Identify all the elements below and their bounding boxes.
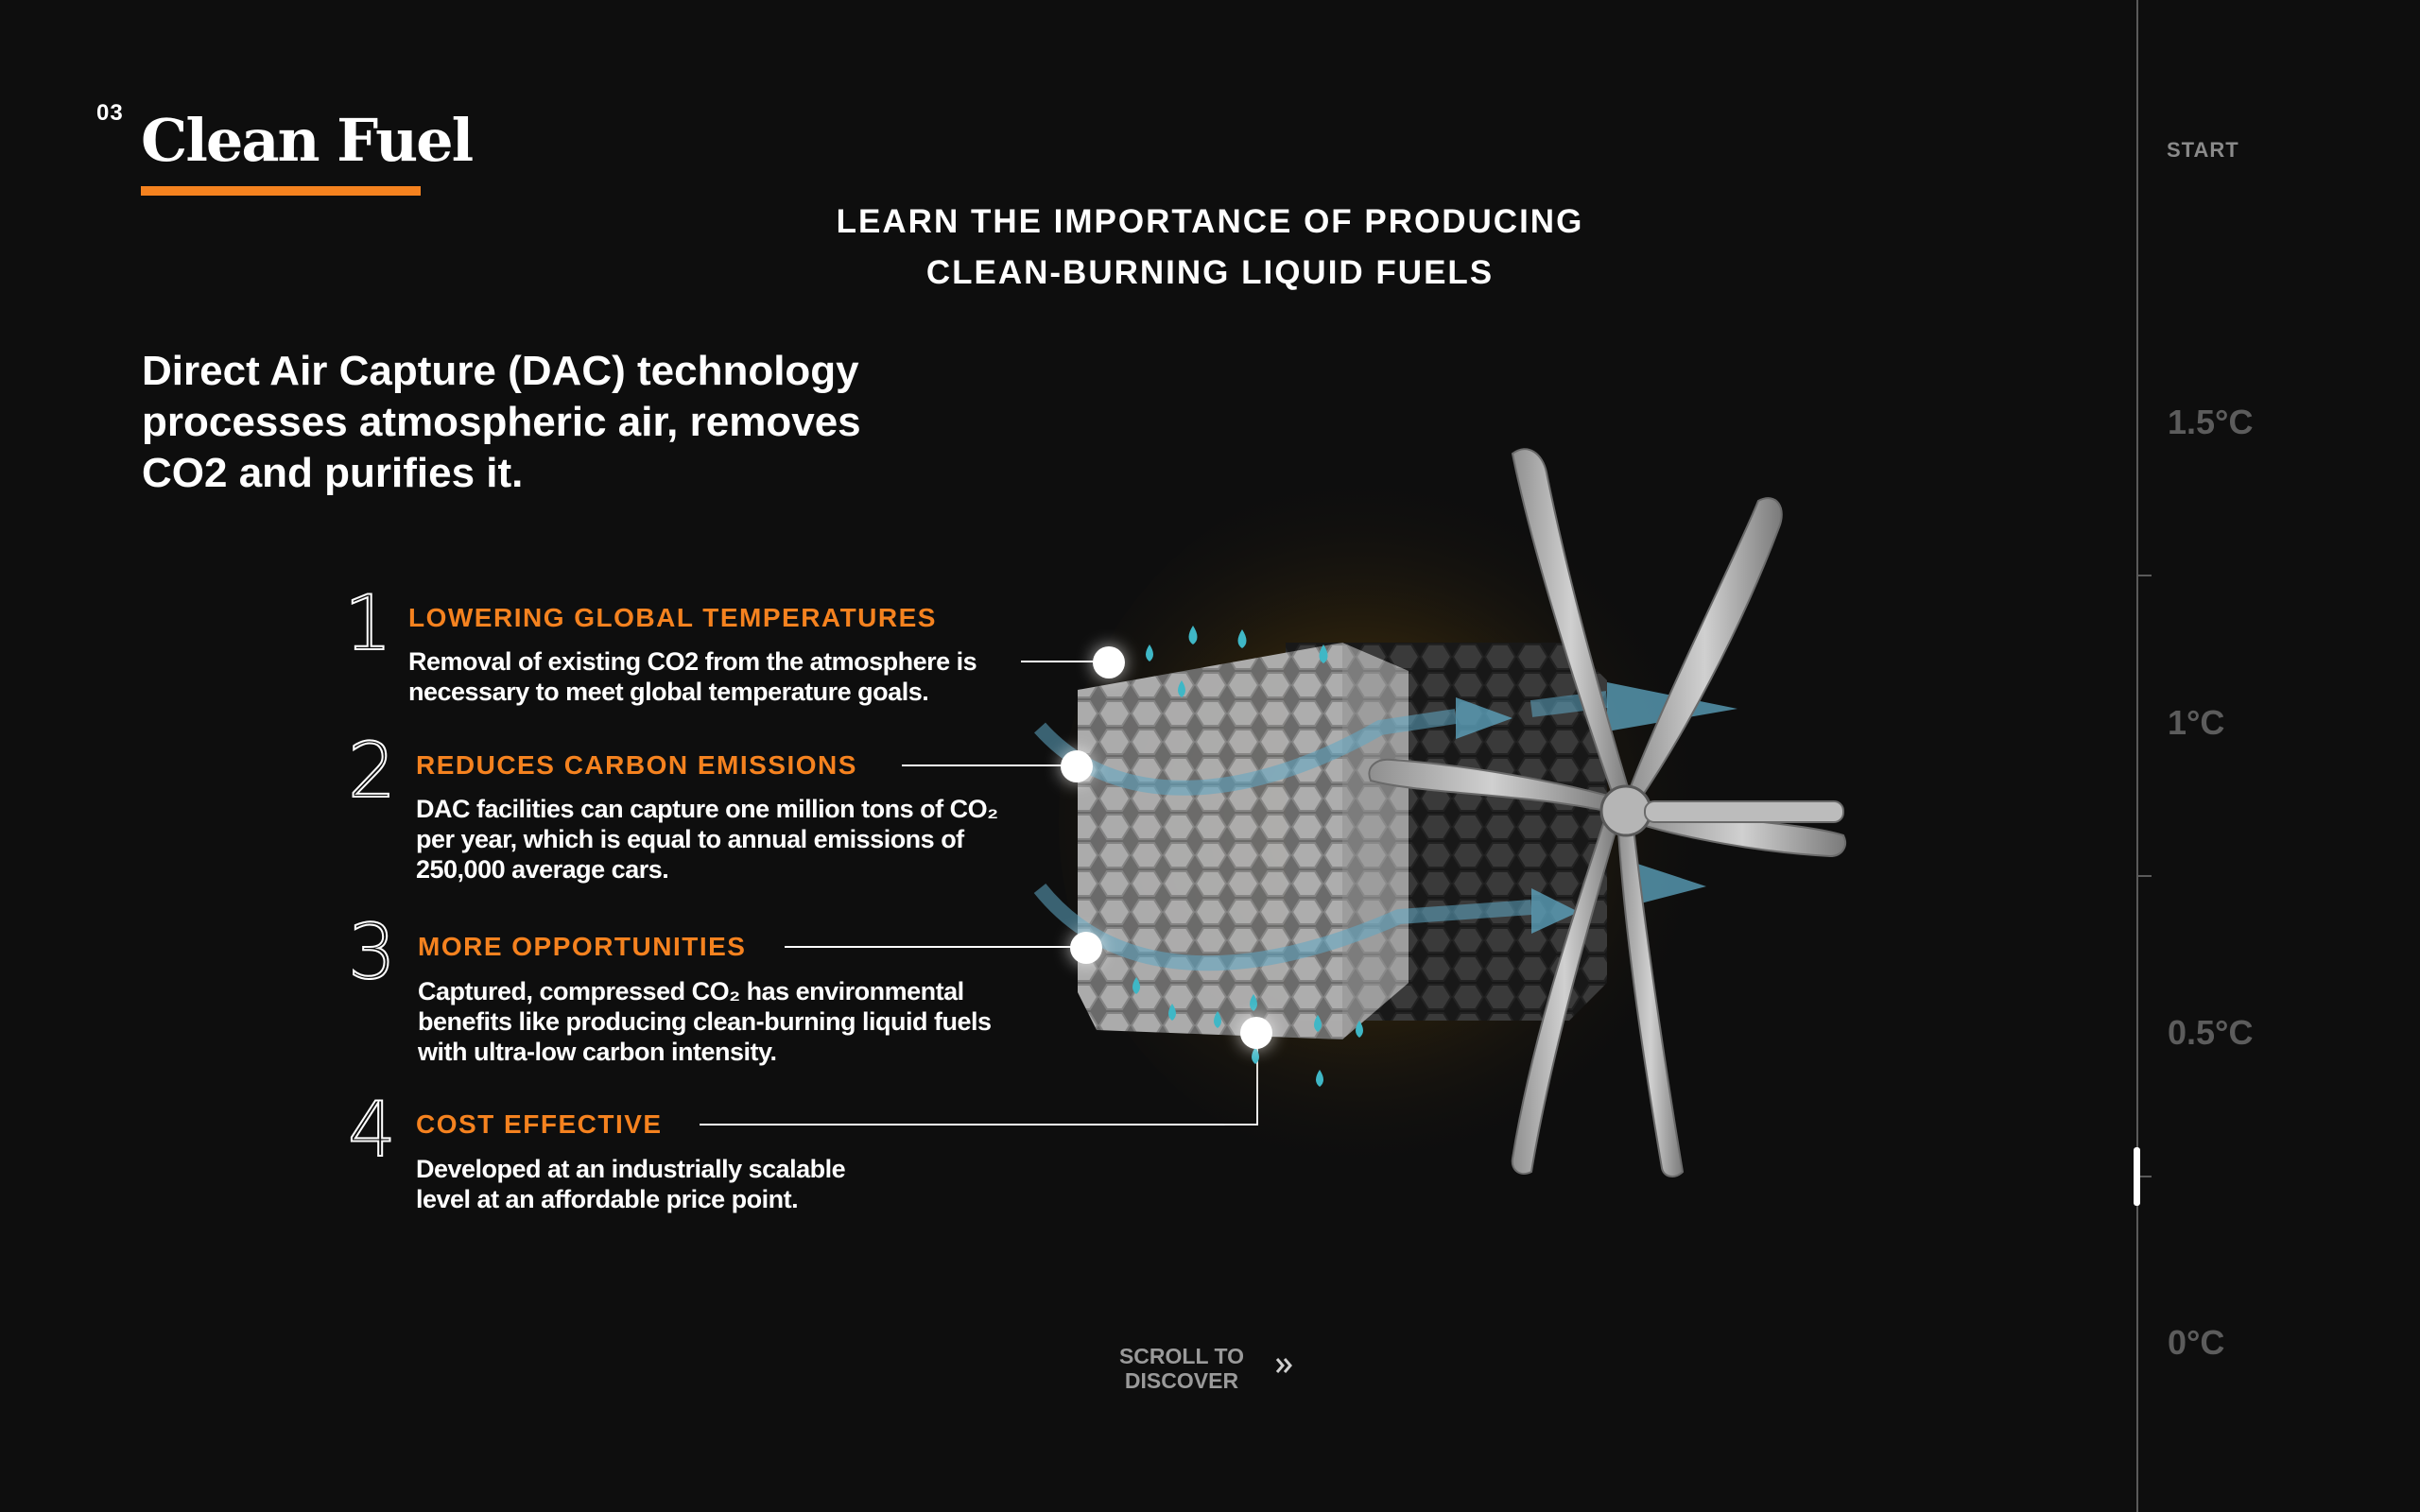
temp-label-1-5[interactable]: 1.5°C — [2168, 403, 2254, 441]
page-subtitle: LEARN THE IMPORTANCE OF PRODUCING CLEAN-… — [737, 197, 1683, 299]
rail-position-marker[interactable] — [2134, 1147, 2140, 1206]
hotspot-2[interactable] — [1061, 750, 1093, 782]
dac-illustration — [1033, 448, 1847, 1181]
droplet — [1132, 977, 1140, 994]
benefit-title-3: MORE OPPORTUNITIES — [418, 932, 747, 961]
droplet — [1252, 1047, 1259, 1064]
benefit-title-1: LOWERING GLOBAL TEMPERATURES — [408, 603, 937, 632]
fan-blades — [1368, 448, 1847, 1177]
rail-start-label[interactable]: START — [2167, 138, 2239, 162]
benefit-title-4: COST EFFECTIVE — [416, 1109, 663, 1139]
benefit-1-line-2: necessary to meet global temperature goa… — [408, 678, 929, 706]
fan-axle — [1644, 800, 1844, 823]
rail-tick — [2138, 575, 2152, 576]
airflow-arrow-bottom — [1033, 883, 1532, 971]
droplet — [1316, 1070, 1323, 1087]
benefit-4-line-2: level at an affordable price point. — [416, 1185, 799, 1213]
intro-line-3: CO2 and purifies it. — [142, 450, 524, 496]
benefit-number-1: 1 — [343, 579, 393, 667]
benefit-3-line-1: Captured, compressed CO₂ has environment… — [418, 977, 964, 1005]
section-number: 03 — [96, 100, 124, 126]
benefit-description-3: Captured, compressed CO₂ has environment… — [418, 976, 992, 1067]
section-title: Clean Fuel — [141, 106, 474, 175]
double-chevron-right-icon — [1275, 1358, 1292, 1373]
fan-blade — [1626, 497, 1783, 805]
benefit-2-line-3: 250,000 average cars. — [416, 855, 669, 884]
droplet — [1168, 1004, 1176, 1021]
temp-label-1-0[interactable]: 1°C — [2168, 703, 2225, 742]
benefit-number-2: 2 — [347, 727, 397, 815]
benefit-3-line-3: with ultra-low carbon intensity. — [418, 1038, 777, 1066]
rail-tick — [2138, 1176, 2152, 1177]
scroll-text: SCROLL TO DISCOVER — [1115, 1344, 1248, 1393]
section-title-underline — [141, 186, 421, 196]
scroll-to-discover[interactable]: SCROLL TO DISCOVER — [1115, 1344, 1305, 1400]
hotspot-3[interactable] — [1070, 932, 1102, 964]
droplet — [1250, 994, 1257, 1011]
droplet — [1146, 644, 1153, 662]
scroll-line-1: SCROLL TO — [1118, 1344, 1245, 1368]
benefit-number-4: 4 — [347, 1086, 397, 1174]
rail-tick — [2138, 875, 2152, 877]
temp-label-0-5[interactable]: 0.5°C — [2168, 1013, 2254, 1052]
intro-line-2: processes atmospheric air, removes — [142, 399, 861, 445]
benefit-1-line-1: Removal of existing CO2 from the atmosph… — [408, 647, 977, 676]
intro-line-1: Direct Air Capture (DAC) technology — [142, 348, 859, 394]
hotspot-4[interactable] — [1240, 1017, 1272, 1049]
scroll-line-2: DISCOVER — [1124, 1368, 1239, 1393]
benefit-description-2: DAC facilities can capture one million t… — [416, 794, 998, 885]
droplet — [1237, 629, 1247, 648]
droplet — [1214, 1011, 1221, 1028]
droplet — [1188, 626, 1198, 644]
fan-hub — [1599, 784, 1652, 837]
temperature-rail — [2136, 0, 2138, 1512]
benefit-number-3: 3 — [347, 908, 397, 996]
hotspot-1[interactable] — [1093, 646, 1125, 679]
temp-label-0[interactable]: 0°C — [2168, 1323, 2225, 1362]
droplet — [1319, 644, 1328, 663]
benefit-2-line-2: per year, which is equal to annual emiss… — [416, 825, 964, 853]
airflow-arrowhead-top — [1456, 697, 1512, 739]
intro-text: Direct Air Capture (DAC) technology proc… — [142, 346, 993, 499]
benefit-title-2: REDUCES CARBON EMISSIONS — [416, 750, 857, 780]
droplet — [1178, 680, 1185, 697]
benefit-2-line-1: DAC facilities can capture one million t… — [416, 795, 998, 823]
moisture-droplets — [1132, 626, 1363, 1087]
airflow-arrowhead-bottom — [1531, 888, 1579, 934]
benefit-4-line-1: Developed at an industrially scalable — [416, 1155, 846, 1183]
fan-blade — [1511, 822, 1618, 1176]
grey-honeycomb-side — [1342, 643, 1409, 1040]
benefit-description-4: Developed at an industrially scalable le… — [416, 1154, 846, 1214]
fan-blade — [1616, 826, 1685, 1177]
benefit-3-line-2: benefits like producing clean-burning li… — [418, 1007, 992, 1036]
airflow-arrowhead-right — [1626, 860, 1706, 907]
benefit-description-1: Removal of existing CO2 from the atmosph… — [408, 646, 977, 707]
droplet — [1356, 1021, 1363, 1038]
fan-blade — [1368, 758, 1616, 815]
droplet — [1314, 1015, 1322, 1032]
subtitle-line-1: LEARN THE IMPORTANCE OF PRODUCING — [836, 203, 1584, 240]
subtitle-line-2: CLEAN-BURNING LIQUID FUELS — [925, 254, 1495, 291]
fan-blade — [1511, 448, 1632, 801]
